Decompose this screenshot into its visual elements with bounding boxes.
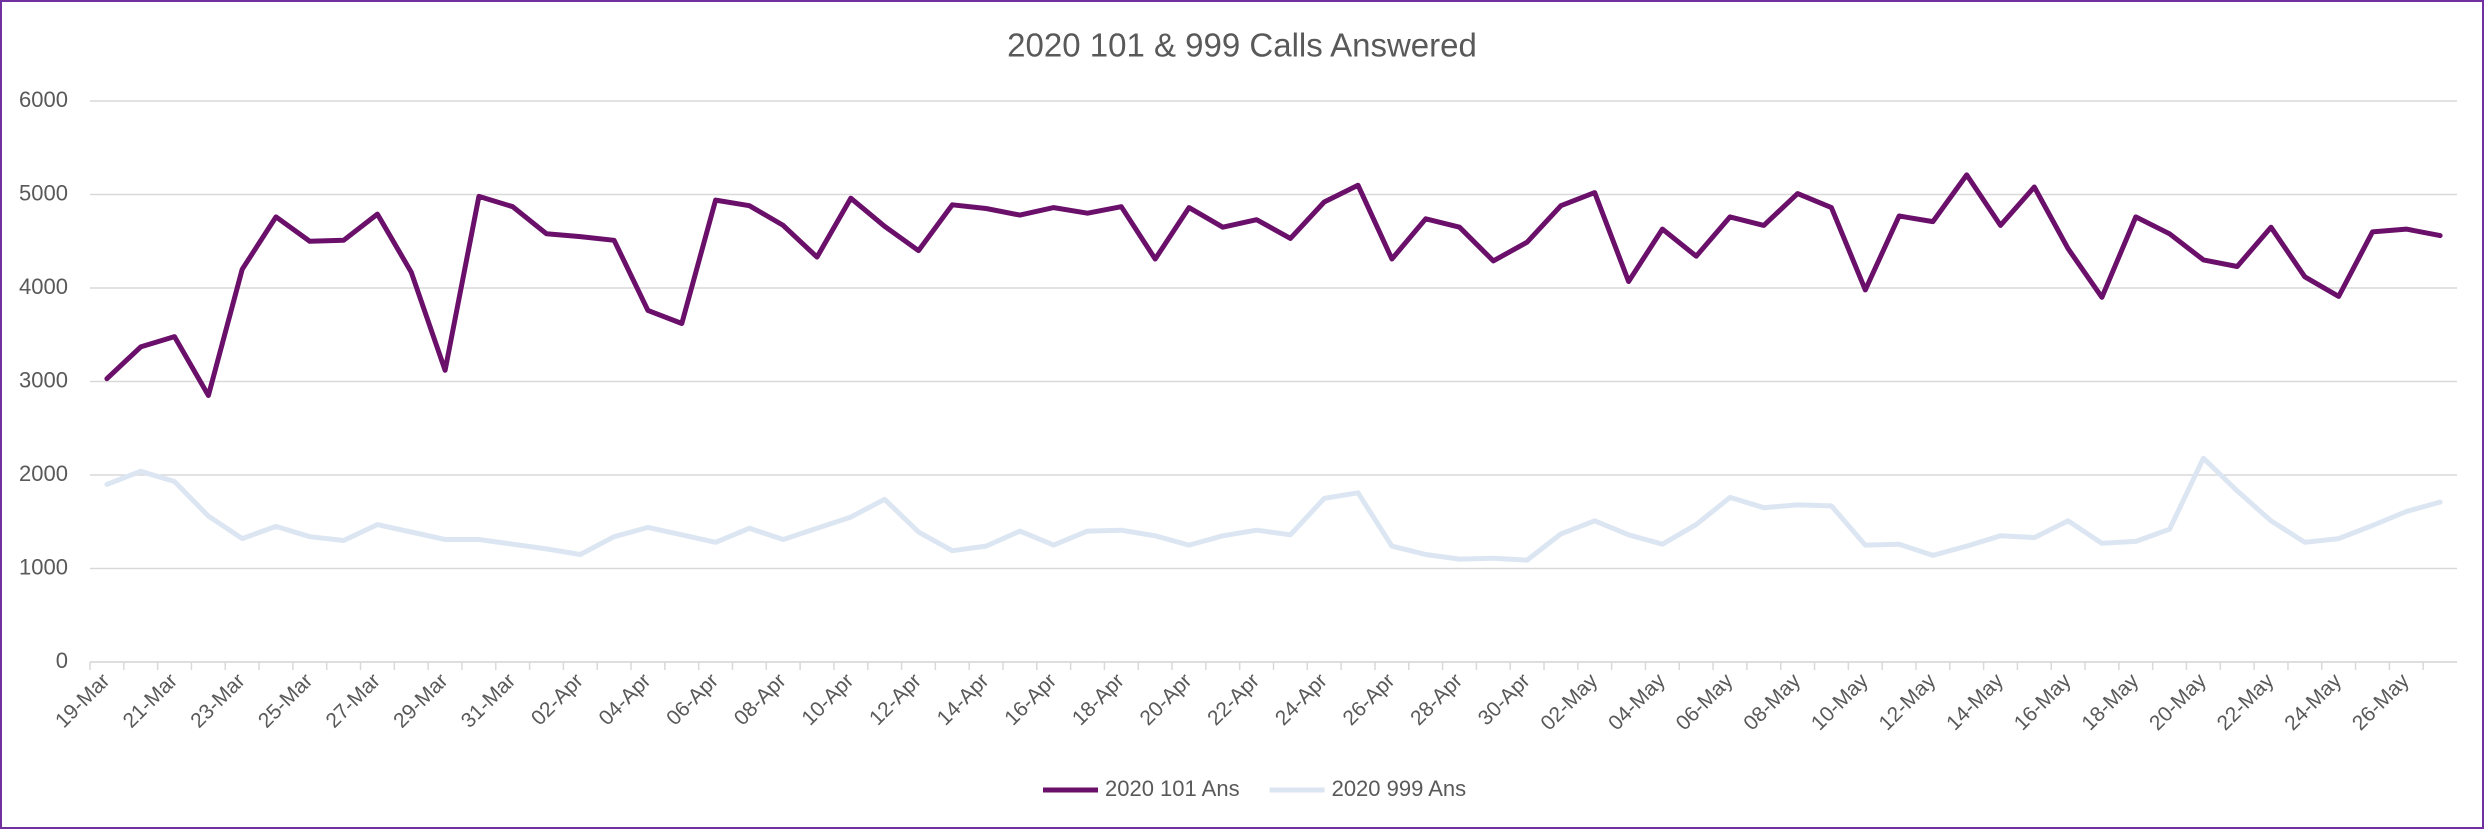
chart-title: 2020 101 & 999 Calls Answered [1007, 27, 1477, 64]
legend: 2020 101 Ans 2020 999 Ans [1043, 776, 1466, 801]
y-tick-label: 6000 [19, 87, 68, 112]
legend-label: 2020 999 Ans [1332, 776, 1467, 801]
series-line [104, 455, 2443, 563]
y-tick-label: 2000 [19, 461, 68, 486]
series-line [104, 172, 2443, 398]
y-tick-label: 5000 [19, 180, 68, 205]
y-tick-label: 1000 [19, 554, 68, 579]
y-tick-label: 3000 [19, 367, 68, 392]
y-tick-label: 0 [56, 648, 68, 673]
legend-label: 2020 101 Ans [1105, 776, 1240, 801]
y-tick-label: 4000 [19, 274, 68, 299]
